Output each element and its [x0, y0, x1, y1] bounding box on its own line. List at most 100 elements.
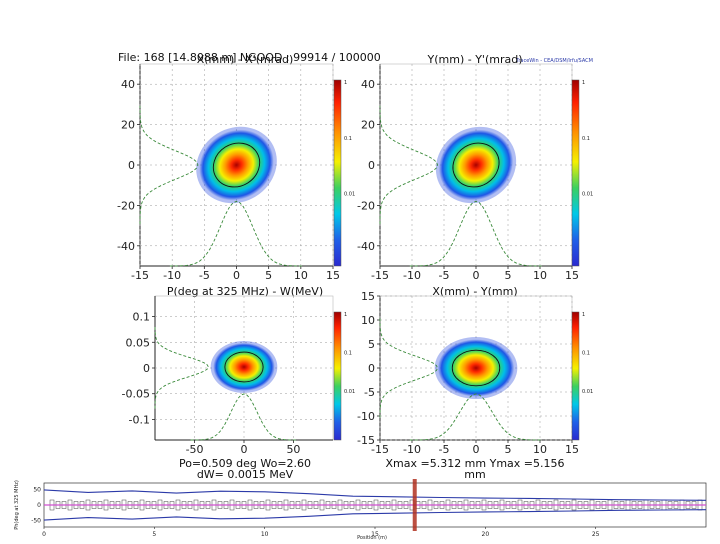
panel-4-x-tick-label: -10 [403, 443, 421, 456]
panel-1-y-tick-label: -40 [117, 240, 135, 253]
panel-4-y-tick-label: -10 [357, 410, 375, 423]
envelope-y-tick-label: 50 [33, 486, 41, 493]
panel-3-y-tick-label: 0.05 [126, 336, 151, 349]
envelope-x-tick-label: 25 [592, 531, 600, 538]
panel-1-beam-density [199, 129, 274, 201]
panel-4-beam-density [437, 339, 515, 397]
panel-4-y-tick-label: 15 [361, 290, 375, 303]
panel-2-y-profile [379, 105, 439, 225]
panel-4-colorbar-tick-label: 1 [582, 312, 585, 318]
panel-4-y-tick-label: -15 [357, 434, 375, 447]
panel-4-x-tick-label: -5 [439, 443, 450, 456]
panel-2-colorbar [571, 79, 580, 267]
panel-4-y-tick-label: 0 [368, 362, 375, 375]
panel-4-y-tick-label: -5 [364, 386, 375, 399]
panel-4-x-tick-label: 0 [473, 443, 480, 456]
panel-1-x-tick-label: 5 [265, 269, 272, 282]
panel-1-rms-ellipse [212, 142, 261, 188]
panel-3-x-tick-label: -50 [186, 443, 204, 456]
panel-2-colorbar-tick-label: 0.01 [582, 192, 593, 198]
panel-1-y-tick-label: -20 [117, 199, 135, 212]
panel-1-colorbar-tick-label: 0.01 [344, 192, 355, 198]
panel-2-y-tick-label: 0 [368, 159, 375, 172]
panel-4-x-tick-label: 15 [565, 443, 579, 456]
panel-1-y-tick-label: 0 [128, 159, 135, 172]
panel-3: P(deg at 325 MHz) - W(MeV) -50 0 50 0.1 0.05 0… [122, 285, 356, 481]
envelope-chart: Ph(deg at 325 MHz)Position (m)500-500 5 10… [14, 479, 707, 541]
envelope-x-label: Position (m) [357, 535, 387, 540]
panel-4-y-tick-label: 5 [368, 338, 375, 351]
panel-1-colorbar-tick-label: 1 [344, 80, 347, 86]
panel-3-y-tick-label: 0.1 [133, 311, 151, 324]
panel-1: X(mm) - X'(mrad) -15 -10 -5 0 5 10 15 40 20 0 -20 -4… [117, 53, 355, 282]
envelope-x-tick-label: 20 [482, 531, 490, 538]
panel-2-rms-ellipse [452, 142, 500, 188]
panel-4-colorbar-tick-label: 0.1 [582, 350, 590, 356]
envelope-x-tick-label: 0 [42, 531, 46, 538]
panel-1-y-tick-label: 20 [121, 119, 135, 132]
panel-1-title: X(mm) - X'(mrad) [197, 53, 294, 66]
panel-3-colorbar-tick-label: 0.01 [344, 389, 355, 395]
envelope-x-tick-label: 15 [371, 531, 379, 538]
panel-3-y-profile [154, 325, 209, 409]
panel-4-colorbar [571, 311, 580, 441]
panel-2-y-tick-label: -20 [357, 199, 375, 212]
panel-3-colorbar-tick-label: 0.1 [344, 350, 352, 356]
panel-2: Y(mm) - Y'(mrad) -15 -10 -5 0 5 10 15 40 20 0 -20 -4… [357, 53, 593, 282]
panel-3-colorbar-tick-label: 1 [344, 312, 347, 318]
panel-2-y-tick-label: 40 [361, 78, 375, 91]
panel-1-x-tick-label: -15 [131, 269, 149, 282]
panel-2-y-tick-label: -40 [357, 240, 375, 253]
panel-2-y-tick-label: 20 [361, 119, 375, 132]
panel-3-rms-ellipse [224, 351, 264, 383]
panel-4-y-profile [379, 318, 439, 418]
panel-2-x-tick-label: -10 [403, 269, 421, 282]
file-info-text: File: 168 [14.8088 m] NGOOD : 99914 / 10… [118, 51, 381, 64]
panel-3-title: P(deg at 325 MHz) - W(MeV) [167, 285, 323, 298]
panel-3-x-profile [190, 393, 298, 441]
panel-2-x-tick-label: -15 [371, 269, 389, 282]
panel-2-x-tick-label: 5 [505, 269, 512, 282]
panel-4-title: X(mm) - Y(mm) [432, 285, 517, 298]
panel-1-y-tick-label: 40 [121, 78, 135, 91]
panel-3-annotation: Po=0.509 deg Wo=2.60 [179, 457, 311, 470]
program-label: TraceWin - CEA/DSM/Irfu/SACM [515, 58, 593, 64]
panel-1-y-profile [139, 105, 199, 225]
panel-1-x-tick-label: -5 [199, 269, 210, 282]
panel-2-colorbar-tick-label: 0.1 [582, 136, 590, 142]
panel-2-colorbar-tick-label: 1 [582, 80, 585, 86]
panel-1-x-tick-label: 0 [233, 269, 240, 282]
envelope-x-tick-label: 5 [152, 531, 156, 538]
panel-3-annotation: dW= 0.0015 MeV [197, 468, 294, 481]
panel-4: X(mm) - Y(mm) -15 -10 -5 0 5 10 15 15 10 5 0 -5 -10 -1… [357, 285, 593, 481]
envelope-x-tick-label: 10 [261, 531, 269, 538]
panel-4-x-profile [409, 393, 543, 441]
panel-4-annotation: Xmax =5.312 mm Ymax =5.156 [385, 457, 564, 470]
panel-3-beam-density [213, 342, 275, 392]
panel-1-x-tick-label: -10 [163, 269, 181, 282]
envelope-y-tick-label: 0 [37, 502, 41, 509]
envelope-y-tick-label: -50 [31, 518, 41, 525]
panel-3-x-tick-label: 50 [286, 443, 300, 456]
panel-3-y-tick-label: -0.05 [122, 388, 150, 401]
panel-2-x-tick-label: 0 [473, 269, 480, 282]
panel-3-y-tick-label: -0.1 [129, 413, 150, 426]
envelope-series-line [43, 509, 707, 521]
panel-2-beam-density [438, 129, 514, 201]
panel-3-y-tick-label: 0 [143, 362, 150, 375]
panel-1-x-tick-label: 15 [326, 269, 340, 282]
envelope-series-line [43, 489, 707, 501]
panel-4-x-tick-label: -15 [371, 443, 389, 456]
panel-4-y-tick-label: 10 [361, 314, 375, 327]
panel-3-x-tick-label: 0 [241, 443, 248, 456]
panel-1-x-profile [169, 200, 304, 267]
panel-4-colorbar-tick-label: 0.01 [582, 389, 593, 395]
panel-2-x-tick-label: 10 [533, 269, 547, 282]
panel-2-x-tick-label: -5 [439, 269, 450, 282]
panel-1-colorbar [333, 79, 342, 267]
panel-3-colorbar [333, 311, 342, 441]
panel-4-x-tick-label: 10 [533, 443, 547, 456]
panel-4-x-tick-label: 5 [505, 443, 512, 456]
